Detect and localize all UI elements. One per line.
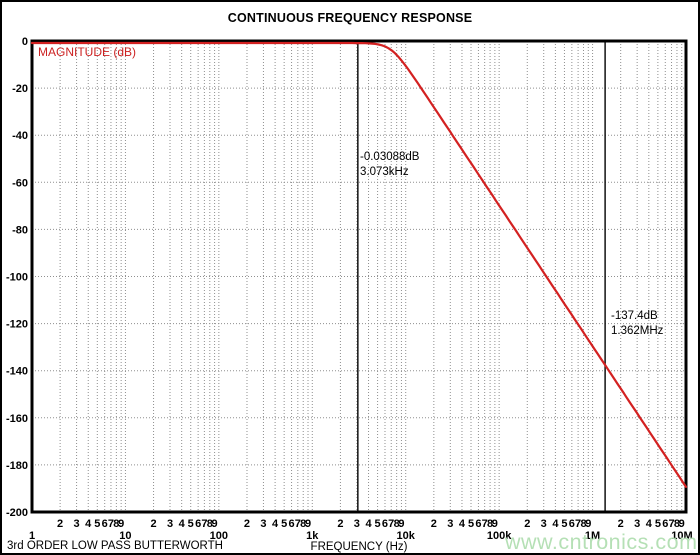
y-tick-label: -20 xyxy=(12,83,28,95)
x-minor-label: 2 xyxy=(150,518,156,530)
x-minor-label: 6 xyxy=(288,518,294,530)
x-minor-label: 5 xyxy=(94,518,100,530)
chart-title: CONTINUOUS FREQUENCY RESPONSE xyxy=(227,11,473,25)
x-minor-label: 2 xyxy=(244,518,250,530)
x-minor-label: 7 xyxy=(668,518,674,530)
cursor2-frequency: 1.362MHz xyxy=(611,325,664,337)
x-minor-label: 6 xyxy=(382,518,388,530)
y-tick-label: -120 xyxy=(6,319,28,331)
x-minor-label: 7 xyxy=(575,518,581,530)
x-minor-label: 3 xyxy=(541,518,547,530)
x-minor-label: 9 xyxy=(305,518,311,530)
x-minor-label: 9 xyxy=(679,518,685,530)
x-minor-label: 6 xyxy=(569,518,575,530)
x-minor-label: 4 xyxy=(552,518,559,530)
cursor1-frequency: 3.073kHz xyxy=(360,166,409,178)
x-minor-label: 7 xyxy=(482,518,488,530)
x-minor-label: 4 xyxy=(459,518,466,530)
x-decade-label: 100k xyxy=(487,530,512,542)
x-decade-label: 1M xyxy=(585,530,600,542)
x-minor-label: 9 xyxy=(118,518,124,530)
x-minor-label: 2 xyxy=(431,518,437,530)
x-minor-label: 5 xyxy=(281,518,287,530)
y-tick-label: 0 xyxy=(22,36,28,48)
series xyxy=(30,41,688,488)
y-tick-label: -140 xyxy=(6,366,28,378)
cursor2-magnitude: -137.4dB xyxy=(611,310,658,322)
x-minor-label: 7 xyxy=(388,518,394,530)
x-minor-label: 4 xyxy=(365,518,372,530)
x-minor-label: 9 xyxy=(212,518,218,530)
x-minor-label: 2 xyxy=(57,518,63,530)
x-minor-label: 7 xyxy=(295,518,301,530)
x-decade-label: 10k xyxy=(397,530,416,542)
x-decade-label: 100 xyxy=(210,530,228,542)
cursor-annotation-1: -0.03088dB 3.073kHz xyxy=(360,150,419,180)
x-minor-label: 3 xyxy=(74,518,80,530)
watermark: www.cntronics.com xyxy=(505,530,698,554)
x-axis-title: FREQUENCY (Hz) xyxy=(310,541,408,553)
cursor-lines xyxy=(357,41,606,512)
x-minor-label: 5 xyxy=(561,518,567,530)
x-minor-label: 9 xyxy=(398,518,404,530)
x-minor-label: 3 xyxy=(354,518,360,530)
x-minor-label: 2 xyxy=(337,518,343,530)
cursor1-magnitude: -0.03088dB xyxy=(360,151,420,163)
x-minor-label: 4 xyxy=(85,518,92,530)
x-minor-label: 8 xyxy=(487,518,493,530)
x-minor-label: 6 xyxy=(475,518,481,530)
x-minor-label: 9 xyxy=(492,518,498,530)
x-minor-labels: 2 3 4 5 6 7 89 2 3 4 5 6 7 89 2 3 4 5 6 7 89 2 3 4 5 6 7 89 2 3 4 5 6 7 89… xyxy=(57,518,685,530)
x-decade-label: 10M xyxy=(671,530,692,542)
x-decade-label: 1 xyxy=(29,530,35,542)
x-minor-label: 8 xyxy=(674,518,680,530)
x-minor-label: 3 xyxy=(167,518,173,530)
x-decade-label: 10 xyxy=(119,530,131,542)
chart-caption: 3rd ORDER LOW PASS BUTTERWORTH xyxy=(7,540,223,552)
y-tick-label: -200 xyxy=(6,507,28,519)
response-curve xyxy=(30,41,688,488)
x-minor-label: 8 xyxy=(394,518,400,530)
cursor-annotation-2: -137.4dB 1.362MHz xyxy=(611,309,663,339)
y-tick-label: -180 xyxy=(6,460,28,472)
y-tick-label: -40 xyxy=(12,130,28,142)
x-minor-label: 3 xyxy=(260,518,266,530)
x-minor-label: 5 xyxy=(468,518,474,530)
x-minor-label: 2 xyxy=(524,518,530,530)
y-axis-title: MAGNITUDE (dB) xyxy=(38,45,137,59)
y-tick-label: -100 xyxy=(6,272,28,284)
x-minor-label: 3 xyxy=(634,518,640,530)
y-tick-label: -60 xyxy=(12,177,28,189)
x-minor-label: 8 xyxy=(580,518,586,530)
x-minor-label: 4 xyxy=(646,518,653,530)
x-minor-label: 6 xyxy=(102,518,108,530)
x-minor-label: 3 xyxy=(447,518,453,530)
x-decade-label: 1k xyxy=(306,530,319,542)
x-minor-label: 8 xyxy=(113,518,119,530)
y-tick-label: -160 xyxy=(6,413,28,425)
y-tick-label: -80 xyxy=(12,224,28,236)
grid-lines xyxy=(32,41,686,512)
x-minor-label: 5 xyxy=(188,518,194,530)
y-tick-labels: 0 -20 -40 -60 -80 -100 -120 -140 -160 -180 -200 xyxy=(6,36,28,519)
x-minor-label: 4 xyxy=(179,518,186,530)
x-minor-label: 8 xyxy=(207,518,213,530)
x-minor-label: 9 xyxy=(585,518,591,530)
x-minor-label: 5 xyxy=(375,518,381,530)
x-decade-labels: 1 10 100 1k 10k 100k 1M 10M xyxy=(29,530,693,542)
x-minor-label: 7 xyxy=(201,518,207,530)
x-minor-label: 2 xyxy=(618,518,624,530)
x-minor-label: 7 xyxy=(108,518,114,530)
x-minor-label: 8 xyxy=(300,518,306,530)
x-minor-label: 4 xyxy=(272,518,279,530)
x-minor-label: 6 xyxy=(662,518,668,530)
x-minor-label: 6 xyxy=(195,518,201,530)
plot-border xyxy=(30,39,688,514)
axes xyxy=(30,39,688,514)
x-minor-label: 5 xyxy=(655,518,661,530)
